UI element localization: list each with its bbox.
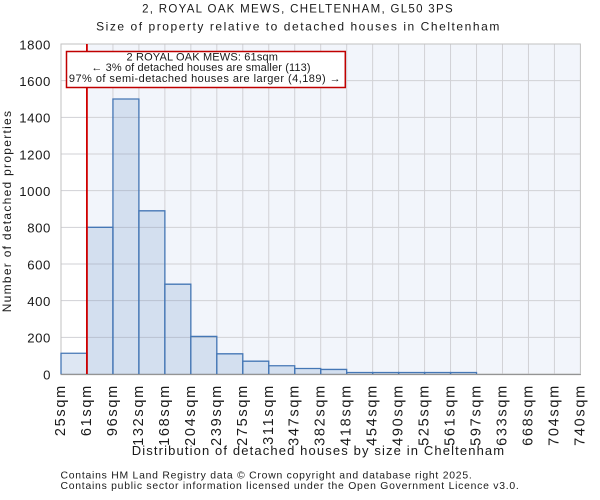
- svg-text:Distribution of detached house: Distribution of detached houses by size …: [132, 443, 506, 458]
- svg-text:740sqm: 740sqm: [572, 384, 588, 446]
- svg-text:204sqm: 204sqm: [183, 384, 199, 446]
- svg-text:1800: 1800: [19, 37, 51, 52]
- svg-text:382sqm: 382sqm: [313, 384, 329, 446]
- svg-text:0: 0: [43, 367, 51, 382]
- svg-text:1400: 1400: [19, 111, 51, 126]
- svg-text:800: 800: [27, 221, 51, 236]
- svg-text:25sqm: 25sqm: [53, 384, 69, 436]
- svg-text:561sqm: 561sqm: [443, 384, 459, 446]
- svg-text:490sqm: 490sqm: [391, 384, 407, 446]
- svg-text:633sqm: 633sqm: [494, 384, 510, 446]
- svg-text:600: 600: [27, 257, 51, 272]
- svg-text:1200: 1200: [19, 147, 51, 162]
- svg-text:Contains public sector informa: Contains public sector information licen…: [61, 481, 520, 492]
- svg-text:132sqm: 132sqm: [131, 384, 147, 446]
- svg-text:← 3% of detached houses are sm: ← 3% of detached houses are smaller (113…: [91, 62, 310, 74]
- svg-text:525sqm: 525sqm: [417, 384, 433, 446]
- svg-text:Contains HM Land Registry data: Contains HM Land Registry data © Crown c…: [61, 470, 473, 481]
- svg-text:1000: 1000: [19, 184, 51, 199]
- svg-text:2, ROYAL OAK MEWS, CHELTENHAM,: 2, ROYAL OAK MEWS, CHELTENHAM, GL50 3PS: [142, 4, 454, 16]
- svg-text:668sqm: 668sqm: [520, 384, 536, 446]
- svg-text:168sqm: 168sqm: [157, 384, 173, 446]
- svg-text:96sqm: 96sqm: [105, 384, 121, 436]
- svg-text:400: 400: [27, 294, 51, 309]
- svg-text:597sqm: 597sqm: [469, 384, 485, 446]
- svg-text:704sqm: 704sqm: [546, 384, 562, 446]
- svg-text:97% of semi-detached houses ar: 97% of semi-detached houses are larger (…: [69, 73, 341, 85]
- svg-text:Size of property relative to d: Size of property relative to detached ho…: [96, 20, 501, 34]
- svg-text:Number of detached properties: Number of detached properties: [0, 110, 14, 313]
- svg-text:2 ROYAL OAK MEWS: 61sqm: 2 ROYAL OAK MEWS: 61sqm: [126, 52, 278, 64]
- svg-text:311sqm: 311sqm: [261, 384, 277, 445]
- svg-text:61sqm: 61sqm: [79, 384, 95, 436]
- svg-text:200: 200: [27, 331, 51, 346]
- svg-text:239sqm: 239sqm: [209, 384, 225, 446]
- svg-text:275sqm: 275sqm: [235, 384, 251, 446]
- svg-text:1600: 1600: [19, 74, 51, 89]
- svg-text:454sqm: 454sqm: [365, 384, 381, 446]
- svg-text:347sqm: 347sqm: [287, 384, 303, 446]
- svg-text:418sqm: 418sqm: [339, 384, 355, 446]
